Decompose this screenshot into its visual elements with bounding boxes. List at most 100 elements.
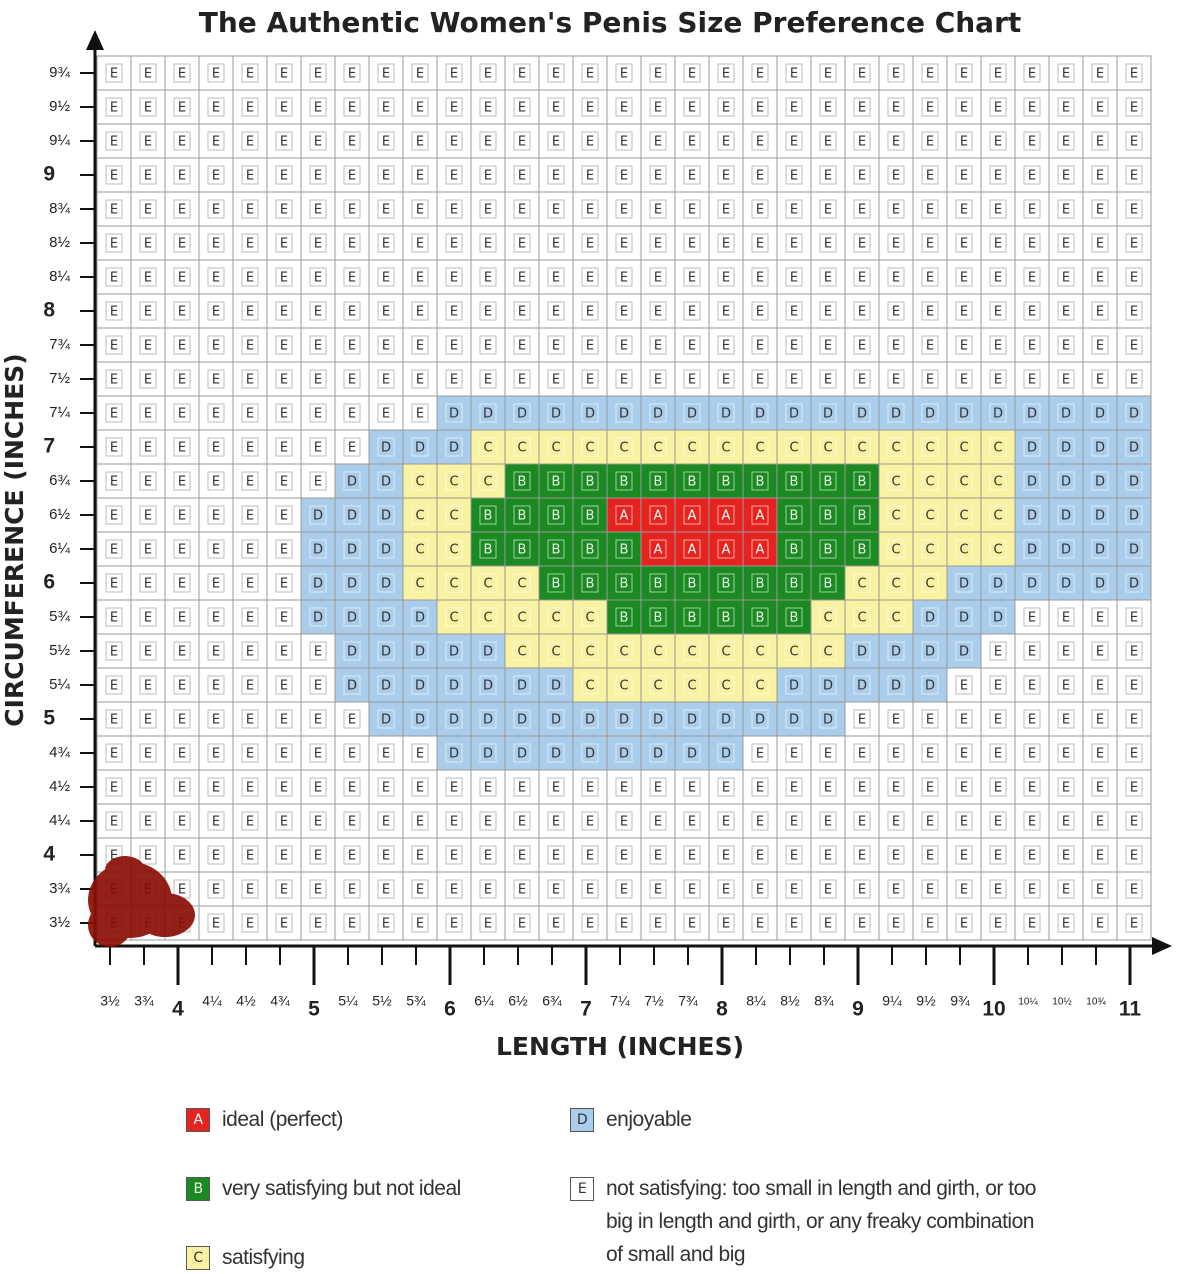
cell-letter: E	[416, 883, 424, 898]
cell-box	[275, 267, 293, 287]
cell-letter: E	[586, 169, 594, 184]
cell-letter: E	[620, 237, 628, 252]
cell-letter: D	[449, 713, 459, 728]
cell	[334, 89, 370, 125]
cell	[1116, 837, 1152, 873]
cell-box	[989, 845, 1007, 865]
cell-letter: E	[960, 917, 968, 932]
cell	[198, 667, 234, 703]
cell-box	[1057, 505, 1075, 525]
cell-letter: D	[381, 713, 391, 728]
cell-letter: E	[382, 815, 390, 830]
cell-box	[309, 437, 327, 457]
cell-letter: E	[110, 543, 118, 558]
cell-letter: E	[518, 101, 526, 116]
cell-box	[173, 369, 191, 389]
cell	[470, 429, 506, 465]
cell-box	[411, 301, 429, 321]
cell	[640, 667, 676, 703]
cell-letter: E	[314, 713, 322, 728]
cell-letter: E	[654, 135, 662, 150]
cell	[572, 871, 608, 907]
cell-letter: B	[824, 475, 833, 490]
cell-box	[887, 97, 905, 117]
cell-letter: E	[450, 849, 458, 864]
cell	[776, 565, 812, 601]
cell-box	[343, 505, 361, 525]
cell-letter: E	[926, 135, 934, 150]
cell-letter: E	[824, 271, 832, 286]
cell	[436, 701, 472, 737]
cell-letter: E	[518, 781, 526, 796]
cell-letter: E	[790, 237, 798, 252]
cell	[912, 55, 948, 91]
cell	[742, 463, 778, 499]
cell-letter: D	[993, 577, 1003, 592]
x-tick-label: 10¾	[1086, 997, 1106, 1008]
axes: 9¾9½9¼98¾8½8¼87¾7½7¼76¾6½6¼65¾5½5¼54¾4½4…	[43, 30, 1172, 1021]
cell	[232, 327, 268, 363]
cell-letter: E	[756, 305, 764, 320]
cell-letter: E	[178, 407, 186, 422]
cell-letter: E	[280, 577, 288, 592]
cell-letter: E	[348, 237, 356, 252]
cell	[198, 191, 234, 227]
cell-box	[751, 369, 769, 389]
cell-letter: D	[959, 407, 969, 422]
cell-box	[275, 811, 293, 831]
cell-letter: E	[212, 815, 220, 830]
cell-box	[139, 471, 157, 491]
cell-letter: E	[212, 339, 220, 354]
cell-letter: E	[756, 203, 764, 218]
x-tick-label: 5¼	[338, 993, 358, 1009]
cell	[96, 55, 132, 91]
cell-letter: D	[1129, 509, 1139, 524]
cell	[1082, 565, 1118, 601]
cell	[198, 293, 234, 329]
cell	[130, 599, 166, 635]
cell	[198, 871, 234, 907]
cell-letter: E	[994, 305, 1002, 320]
cell-box	[377, 675, 395, 695]
x-tick-label: 4½	[236, 993, 256, 1009]
cell-box	[377, 845, 395, 865]
cell	[1048, 55, 1084, 91]
cell-box	[275, 471, 293, 491]
cell-letter: E	[756, 883, 764, 898]
cell	[878, 565, 914, 601]
cell	[368, 735, 404, 771]
cell-letter: E	[484, 373, 492, 388]
cell-letter: E	[246, 747, 254, 762]
cell-letter: E	[1028, 849, 1036, 864]
cell-letter: E	[348, 815, 356, 830]
cell	[96, 565, 132, 601]
cell-box	[751, 267, 769, 287]
cell-box	[411, 505, 429, 525]
cell-box	[887, 335, 905, 355]
cell-letter: E	[416, 815, 424, 830]
cell-box	[1023, 743, 1041, 763]
cell-box	[955, 879, 973, 899]
cell-letter: E	[926, 815, 934, 830]
cell-letter: D	[313, 611, 323, 626]
cell-box	[989, 607, 1007, 627]
cell-letter: E	[484, 135, 492, 150]
cell-box	[479, 63, 497, 83]
cell	[980, 905, 1016, 941]
cell	[334, 497, 370, 533]
cell-letter: B	[858, 543, 867, 558]
cell-letter: D	[1129, 543, 1139, 558]
cell	[436, 531, 472, 567]
cell	[810, 191, 846, 227]
cell	[436, 361, 472, 397]
cell	[130, 803, 166, 839]
cell	[776, 905, 812, 941]
cell-box	[615, 403, 633, 423]
cell-letter: E	[620, 883, 628, 898]
cell	[878, 89, 914, 125]
cell-box	[717, 131, 735, 151]
cell-box	[1023, 199, 1041, 219]
cell	[130, 429, 166, 465]
cell-letter: E	[348, 781, 356, 796]
